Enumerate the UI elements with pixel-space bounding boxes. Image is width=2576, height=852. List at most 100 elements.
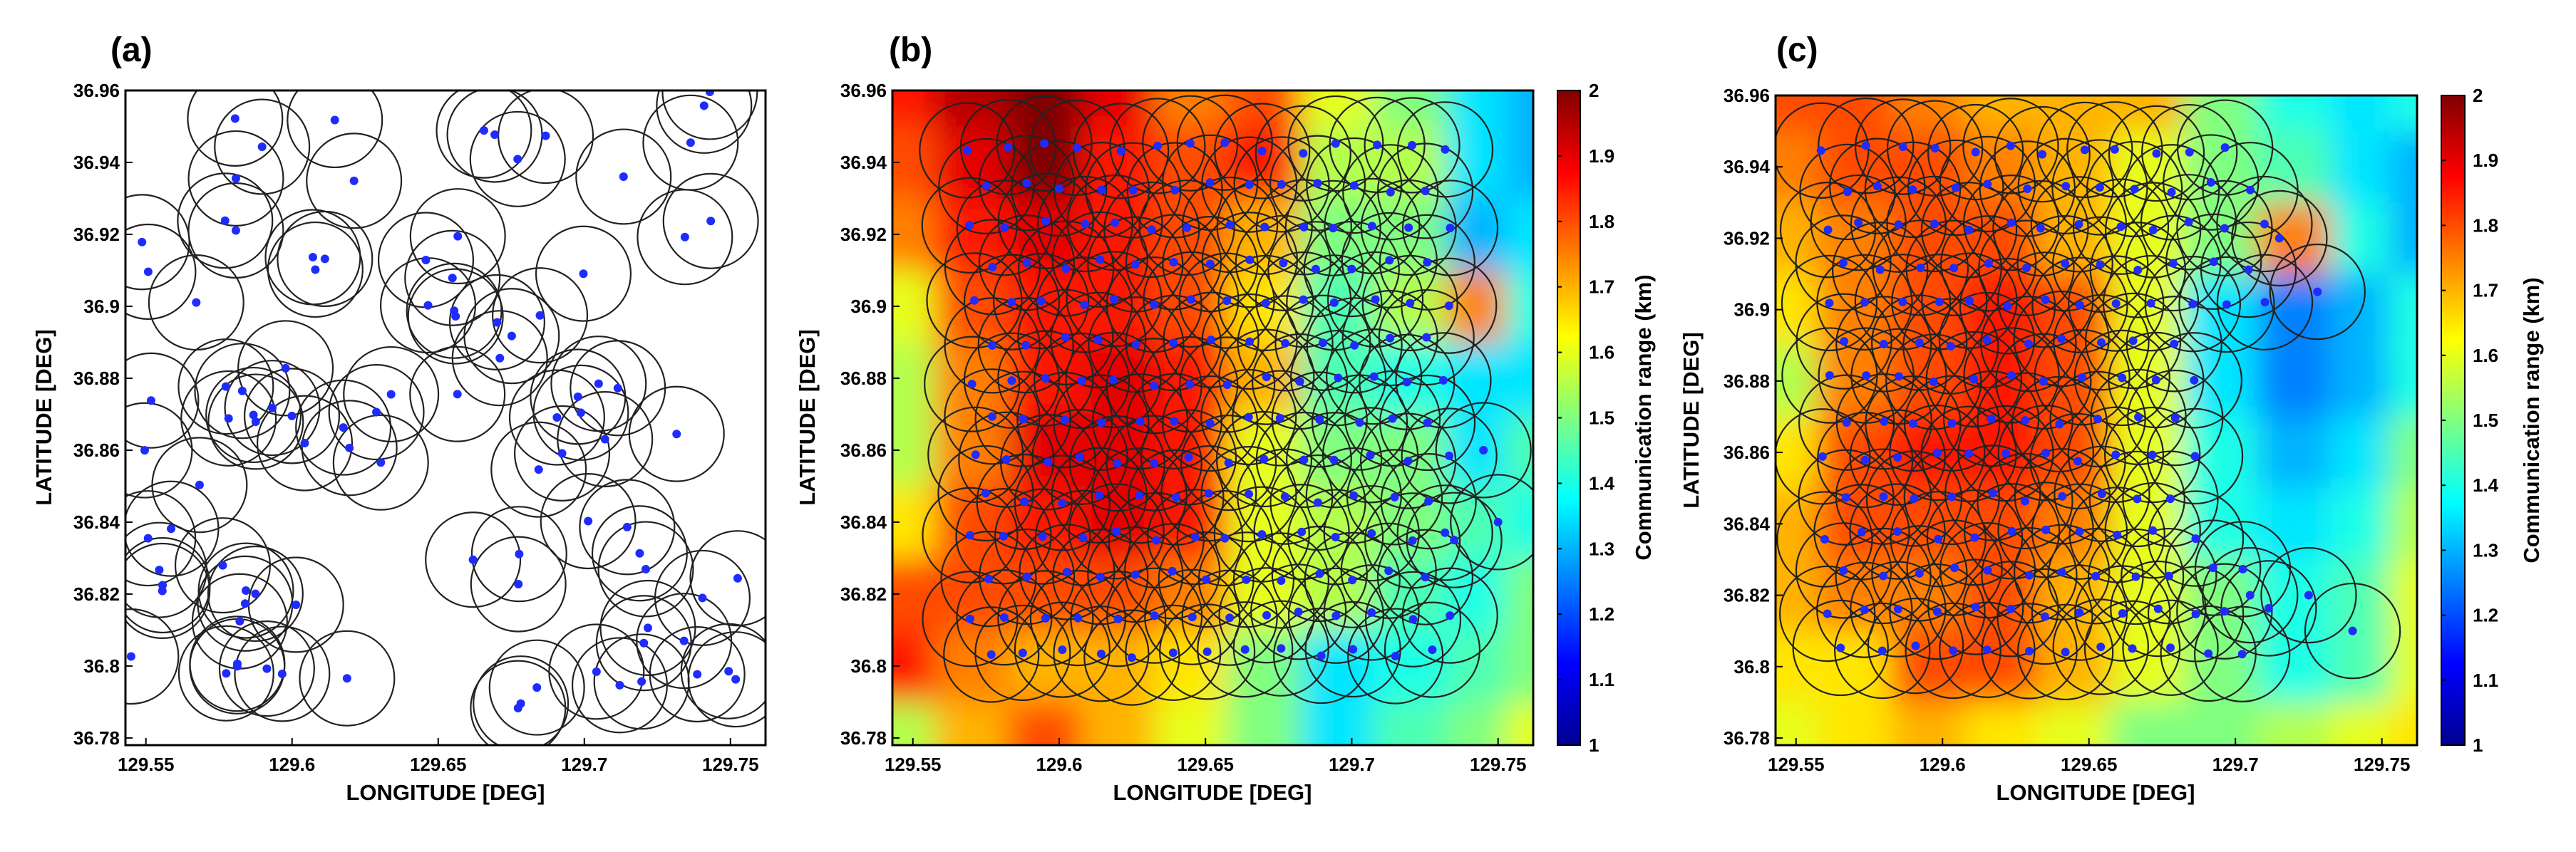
panel-b-sensor-node [965, 614, 974, 623]
panel-c-colorbar-tick-label: 1.6 [2473, 345, 2498, 366]
panel-b-heat-cell [1081, 702, 1155, 745]
panel-a-sensor-node [240, 599, 249, 608]
panel-b-range-ring [1380, 453, 1477, 550]
panel-c-sensor-node [2001, 449, 2010, 458]
panel-c-heat-cell [2330, 95, 2389, 132]
panel-b-sensor-node [1128, 186, 1138, 195]
panel-b-sensor-node [1116, 146, 1125, 155]
panel-c-y-tick-label: 36.82 [1724, 585, 1770, 606]
panel-a-sensor-node [672, 430, 681, 439]
panel-b-range-ring [922, 487, 1019, 583]
panel-b-sensor-node [1171, 493, 1180, 502]
panel-c-heat-cell [2330, 488, 2389, 560]
panel-c-sensor-node [1971, 147, 1980, 157]
panel-c-sensor-node [2134, 412, 2143, 422]
panel-c-sensor-node [2116, 222, 2126, 232]
panel-c-sensor-node [1964, 450, 1974, 459]
panel-b-sensor-node [1350, 341, 1359, 350]
panel-b-sensor-node [1386, 333, 1395, 343]
panel-b-sensor-node [1007, 376, 1016, 385]
panel-c-range-ring [2031, 256, 2128, 353]
panel-b-sensor-node [1371, 295, 1380, 304]
panel-c-sensor-node [2118, 609, 2127, 618]
panel-c-sensor-node [2075, 608, 2084, 618]
panel-c-sensor-node [1908, 419, 1917, 428]
panel-a-range-ring [470, 506, 567, 603]
panel-a-range-ring [436, 90, 532, 179]
panel-c-range-ring [2144, 256, 2241, 353]
panel-c-range-ring [2160, 605, 2257, 702]
panel-b-range-ring [1029, 570, 1127, 667]
panel-c-colorbar-tick-label: 1.9 [2473, 150, 2498, 171]
panel-b-heat-cell [1374, 702, 1447, 745]
panel-b-range-ring [1344, 370, 1441, 467]
panel-b-sensor-node [1450, 536, 1459, 545]
panel-c-sensor-node [1950, 563, 1959, 573]
panel-a-sensor-node [706, 217, 716, 226]
panel-c-x-tick-label: 129.65 [2061, 754, 2118, 775]
panel-a-range-ring [187, 90, 284, 167]
panel-a-sensor-node [311, 265, 320, 274]
panel-c-sensor-node [2220, 607, 2229, 616]
panel-b-sensor-node [1299, 295, 1308, 304]
panel-a-range-ring [125, 480, 220, 577]
panel-b-sensor-node [1331, 611, 1341, 620]
panel-c-sensor-node [2006, 141, 2015, 150]
panel-a-y-tick-label: 36.94 [73, 152, 120, 173]
panel-b-range-ring [1014, 601, 1111, 698]
panel-b-range-ring [1312, 374, 1408, 471]
panel-b-label: (b) [889, 31, 932, 69]
panel-a-range-ring [299, 630, 396, 727]
panel-c-sensor-node [1893, 527, 1902, 536]
panel-b-range-ring [956, 180, 1053, 276]
panel-b-range-ring [922, 571, 1019, 667]
panel-c-sensor-node [1983, 180, 1992, 189]
panel-c-sensor-node [1894, 220, 1903, 229]
panel-b-range-ring [1106, 415, 1202, 511]
panel-b-sensor-node [1367, 608, 1376, 617]
panel-b-sensor-node [1318, 338, 1327, 348]
panel-c-range-ring [2122, 599, 2219, 696]
panel-c-sensor-node [2024, 339, 2033, 348]
panel-b-sensor-node [1277, 576, 1286, 586]
panel-b-heat-cell [1008, 486, 1081, 559]
panel-b-sensor-node [1147, 225, 1156, 234]
panel-b-range-ring [1395, 332, 1492, 429]
panel-a-range-ring [301, 400, 398, 497]
panel-b-range-ring [974, 370, 1071, 467]
panel-c-sensor-node [2021, 264, 2031, 273]
panel-a-sensor-node [731, 675, 741, 684]
panel-b-heat-cell [1081, 90, 1155, 127]
panel-b-heat-cell [1008, 90, 1081, 127]
panel-c-heat-cell [2330, 345, 2389, 417]
panel-b-heat-cell [1227, 702, 1301, 745]
panel-b-range-ring [1143, 251, 1240, 348]
panel-a-range-ring [256, 395, 354, 492]
panel-b-sensor-node [1446, 611, 1455, 620]
panel-b-sensor-node [1402, 378, 1411, 387]
panel-b-heat-cell [1505, 558, 1533, 630]
panel-b-x-tick-label: 129.55 [885, 754, 942, 775]
panel-c-sensor-node [1969, 375, 1979, 384]
panel-b-range-ring [926, 252, 1023, 349]
panel-a-sensor-node [576, 408, 585, 417]
panel-b-rings [919, 94, 1533, 706]
panel-a-sensor-node [330, 115, 339, 125]
panel-a-sensor-node [686, 138, 695, 147]
panel-b-range-ring [1364, 97, 1460, 194]
panel-b-heat-cell [1505, 270, 1533, 343]
panel-a-range-ring [125, 521, 207, 618]
panel-b-sensor-node [1299, 222, 1309, 232]
panel-b-heat-cell [1505, 486, 1533, 559]
panel-b-sensor-node [1408, 615, 1418, 624]
panel-c-range-ring [1927, 559, 2024, 655]
panel-c-sensor-node [2095, 182, 2104, 192]
panel-c-heat-cell [2257, 488, 2331, 560]
panel-c-range-ring [1890, 491, 1987, 588]
panel-a-sensor-node [155, 566, 164, 575]
panel-a-sensor-node [146, 396, 155, 405]
panel-b-sensor-node [1388, 414, 1397, 423]
panel-a-range-ring [332, 414, 429, 511]
panel-c-sensor-node [2036, 224, 2045, 233]
panel-b-range-ring [944, 368, 1041, 465]
